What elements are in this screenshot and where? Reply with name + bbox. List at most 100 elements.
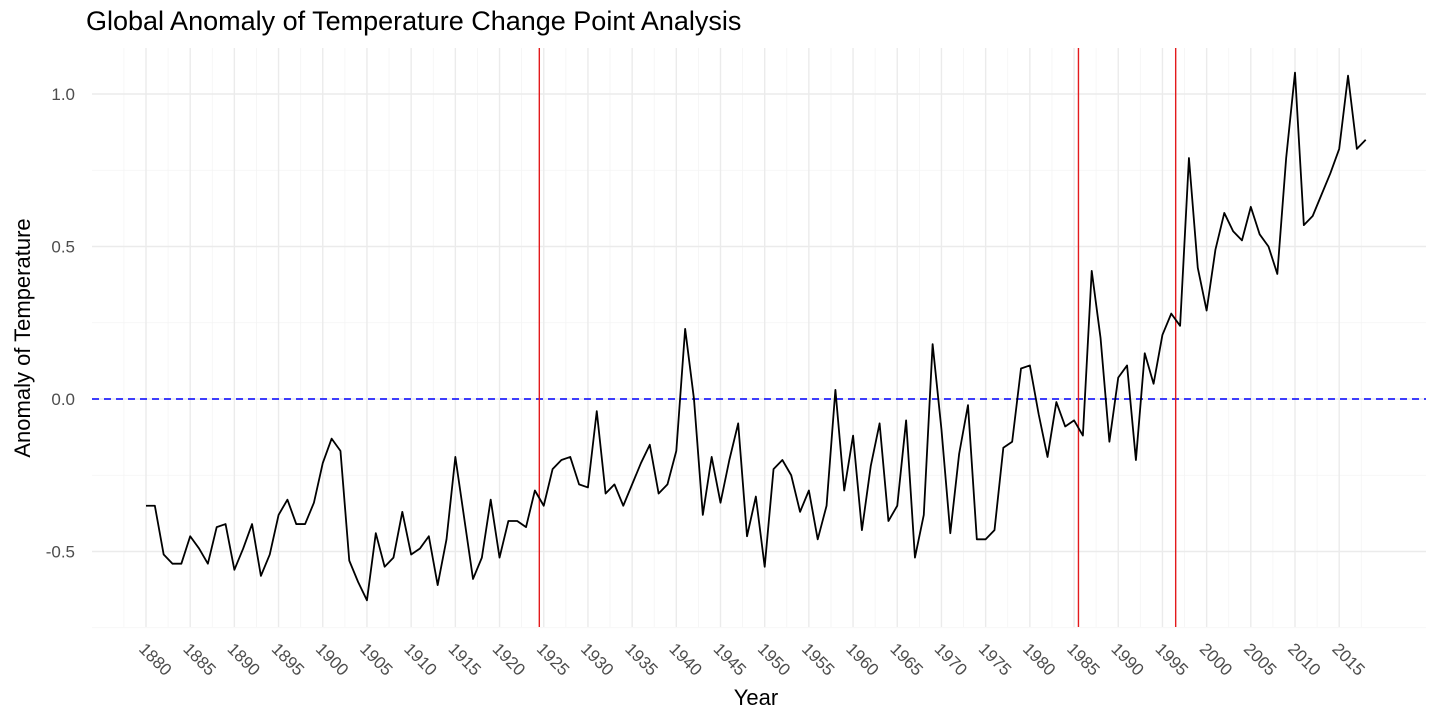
x-tick-label: 2010 xyxy=(1284,639,1324,679)
data-point xyxy=(649,444,651,446)
x-tick-label: 1900 xyxy=(312,639,352,679)
data-point xyxy=(764,566,766,568)
data-point xyxy=(1073,419,1075,421)
x-tick-label: 1880 xyxy=(135,639,175,679)
data-point xyxy=(826,505,828,507)
data-point xyxy=(967,404,969,406)
data-point xyxy=(834,389,836,391)
y-tick-label: 0.5 xyxy=(51,238,75,257)
data-point xyxy=(490,499,492,501)
data-point xyxy=(879,422,881,424)
data-point xyxy=(552,468,554,470)
data-point xyxy=(560,459,562,461)
data-point xyxy=(861,529,863,531)
x-tick-label: 1895 xyxy=(268,639,308,679)
data-point xyxy=(658,493,660,495)
data-point xyxy=(1312,215,1314,217)
data-point xyxy=(1020,368,1022,370)
x-tick-label: 2005 xyxy=(1240,639,1280,679)
data-point xyxy=(233,569,235,571)
data-point xyxy=(481,557,483,559)
data-point xyxy=(843,490,845,492)
data-point xyxy=(357,581,359,583)
data-point xyxy=(1135,459,1137,461)
x-tick-label: 1985 xyxy=(1063,639,1103,679)
data-point xyxy=(1365,139,1367,141)
data-point xyxy=(428,535,430,537)
data-point xyxy=(587,486,589,488)
data-point xyxy=(145,505,147,507)
data-point xyxy=(1329,172,1331,174)
x-tick-label: 1940 xyxy=(665,639,705,679)
data-point xyxy=(1267,246,1269,248)
data-point xyxy=(1356,148,1358,150)
y-tick-label: 0.0 xyxy=(51,390,75,409)
data-point xyxy=(932,343,934,345)
data-point xyxy=(1029,364,1031,366)
data-point xyxy=(286,499,288,501)
data-point xyxy=(207,563,209,565)
data-point xyxy=(728,459,730,461)
data-point xyxy=(773,468,775,470)
data-point xyxy=(666,483,668,485)
data-point xyxy=(613,483,615,485)
x-tick-label: 1955 xyxy=(798,639,838,679)
chart-title: Global Anomaly of Temperature Change Poi… xyxy=(86,6,742,36)
data-point xyxy=(958,453,960,455)
x-tick-label: 1975 xyxy=(975,639,1015,679)
data-point xyxy=(216,526,218,528)
x-tick-label: 1885 xyxy=(179,639,219,679)
data-point xyxy=(472,578,474,580)
data-point xyxy=(437,584,439,586)
data-point xyxy=(1214,249,1216,251)
temperature-anomaly-line xyxy=(146,71,1367,602)
data-point xyxy=(640,462,642,464)
data-point xyxy=(225,523,227,525)
data-point xyxy=(1276,273,1278,275)
data-point xyxy=(1126,364,1128,366)
data-point xyxy=(976,538,978,540)
data-point xyxy=(578,483,580,485)
data-point xyxy=(985,538,987,540)
x-tick-label: 1990 xyxy=(1107,639,1147,679)
data-point xyxy=(543,505,545,507)
data-point xyxy=(1055,401,1057,403)
data-point xyxy=(375,532,377,534)
data-point xyxy=(180,563,182,565)
data-point xyxy=(993,529,995,531)
data-point xyxy=(693,398,695,400)
data-point xyxy=(1223,212,1225,214)
x-tick-label: 1995 xyxy=(1152,639,1192,679)
data-point xyxy=(189,535,191,537)
data-point xyxy=(896,505,898,507)
y-tick-label: 1.0 xyxy=(51,85,75,104)
data-point xyxy=(419,547,421,549)
data-point xyxy=(914,557,916,559)
x-tick-label: 1965 xyxy=(886,639,926,679)
x-tick-label: 1970 xyxy=(931,639,971,679)
data-point xyxy=(1179,325,1181,327)
data-point xyxy=(1188,157,1190,159)
data-point xyxy=(605,493,607,495)
data-point xyxy=(1153,383,1155,385)
data-point xyxy=(887,520,889,522)
data-point xyxy=(1285,157,1287,159)
data-point xyxy=(940,429,942,431)
data-point xyxy=(1161,334,1163,336)
data-point xyxy=(1250,206,1252,208)
data-point xyxy=(1241,239,1243,241)
data-point xyxy=(1259,233,1261,235)
data-point xyxy=(781,459,783,461)
data-point xyxy=(172,563,174,565)
data-point xyxy=(711,456,713,458)
data-point xyxy=(1002,447,1004,449)
x-tick-label: 2000 xyxy=(1196,639,1236,679)
data-point xyxy=(1091,270,1093,272)
x-tick-label: 1925 xyxy=(533,639,573,679)
data-point xyxy=(1144,352,1146,354)
data-point xyxy=(949,532,951,534)
data-point xyxy=(534,490,536,492)
data-point xyxy=(755,496,757,498)
x-tick-label: 1910 xyxy=(400,639,440,679)
